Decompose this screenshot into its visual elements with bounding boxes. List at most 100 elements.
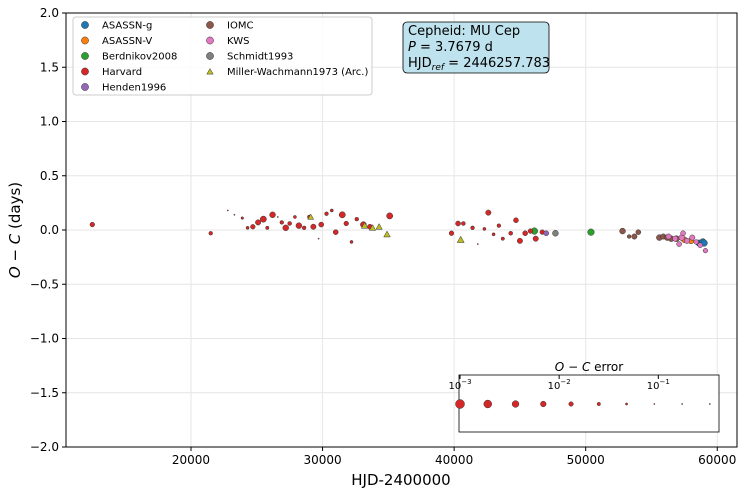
data-point (226, 209, 229, 212)
data-point (476, 243, 479, 245)
data-point (448, 230, 455, 236)
data-point (269, 211, 276, 219)
error-size-sample (709, 403, 711, 405)
data-points (89, 208, 709, 254)
legend-label: Harvard (102, 67, 142, 78)
error-legend-title: O − C error (555, 360, 623, 374)
data-point (295, 222, 303, 229)
data-point (279, 220, 284, 225)
data-point (626, 234, 632, 239)
data-point (375, 223, 383, 230)
error-size-sample (681, 403, 683, 405)
data-point (386, 212, 394, 220)
x-axis-label: HJD-2400000 (351, 471, 450, 489)
y-tick-label: 1.5 (40, 60, 59, 74)
data-point (368, 224, 377, 231)
legend-label: KWS (227, 36, 249, 47)
error-size-sample (653, 403, 656, 405)
y-tick-label: −0.5 (30, 277, 59, 291)
legend-marker (81, 67, 89, 76)
data-point (287, 221, 292, 226)
legend-label: ASASSN-V (102, 36, 152, 47)
info-period: P = 3.7679 d (408, 40, 493, 55)
legend-label: Miller-Wachmann1973 (Arc.) (227, 67, 368, 78)
data-point (635, 229, 642, 235)
data-point (332, 229, 339, 235)
data-point (383, 230, 391, 238)
legend-marker (206, 52, 214, 60)
data-point (255, 219, 262, 226)
data-point (508, 231, 513, 236)
y-axis-label: O − C (days) (6, 182, 24, 278)
info-box: Cepheid: MU Cep P = 3.7679 d HJDref = 24… (402, 21, 550, 74)
y-axis: −2.0 −1.5 −1.0 −0.5 0.0 0.5 1.0 1.5 2.0 (30, 6, 66, 454)
error-size-sample (511, 400, 520, 408)
data-point (318, 221, 324, 228)
data-point (619, 227, 626, 235)
x-tick-label: 20000 (172, 453, 210, 467)
data-point (485, 209, 492, 216)
data-point (324, 211, 329, 216)
data-point (672, 235, 679, 242)
data-point (317, 237, 320, 240)
data-point (532, 235, 539, 242)
data-point (587, 228, 595, 236)
data-point (360, 221, 369, 229)
data-point (516, 237, 523, 244)
data-point (631, 233, 638, 240)
data-point (693, 239, 699, 245)
data-point (354, 217, 359, 222)
data-point (697, 242, 703, 248)
legend-label: ASASSN-g (102, 21, 152, 32)
data-point (470, 225, 475, 230)
data-point (684, 237, 690, 244)
data-point (702, 248, 709, 254)
data-point (680, 230, 686, 237)
data-point (208, 231, 213, 236)
data-point (89, 221, 95, 228)
y-tick-label: −1.5 (30, 386, 59, 400)
error-size-sample (568, 401, 574, 407)
legend-marker (81, 36, 89, 45)
data-point (496, 223, 502, 228)
error-legend-frame (458, 374, 720, 433)
error-size-sample (625, 402, 628, 406)
legend-marker (81, 83, 89, 91)
data-point (310, 223, 317, 230)
data-point (265, 225, 270, 230)
legend-label: Schmidt1993 (227, 52, 293, 63)
error-legend-tick-label: 10−1 (647, 378, 670, 392)
legend-marker (206, 36, 214, 45)
error-size-sample (596, 402, 601, 406)
error-legend-tick-label: 10−2 (548, 378, 571, 392)
info-hjdref: HJDref = 2446257.783 (408, 56, 550, 73)
legend-label: Henden1996 (102, 83, 166, 94)
data-point (456, 235, 465, 243)
data-point (455, 220, 461, 227)
error-size-legend: O − C error 10−3 10−2 10−1 (448, 360, 720, 433)
data-point (676, 241, 682, 247)
y-tick-label: 1.0 (40, 115, 59, 129)
data-point (240, 216, 244, 220)
data-point (665, 233, 672, 240)
legend-label: Berdnikov2008 (102, 52, 177, 63)
data-point (301, 225, 307, 230)
y-tick-label: −2.0 (30, 440, 59, 454)
data-point (250, 224, 256, 230)
legend-marker (206, 21, 214, 29)
error-legend-tick-label: 10−3 (448, 378, 471, 392)
error-size-sample (483, 399, 492, 409)
data-point (491, 232, 496, 237)
legend-marker (81, 52, 89, 60)
data-point (349, 240, 354, 244)
data-point (527, 228, 534, 234)
data-point (513, 217, 519, 223)
legend: ASASSN-g ASASSN-V Berdnikov2008 Harvard Hend… (72, 16, 373, 96)
data-point (543, 230, 549, 237)
data-point (233, 213, 236, 216)
data-point (282, 224, 289, 232)
x-axis: 20000 30000 40000 50000 60000 (172, 447, 736, 467)
x-tick-label: 40000 (435, 453, 473, 467)
data-point (260, 215, 267, 223)
